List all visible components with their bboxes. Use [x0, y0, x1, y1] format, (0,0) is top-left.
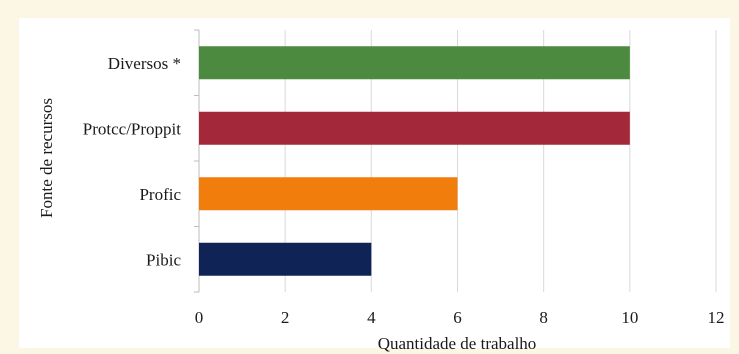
x-tick-label: 0	[195, 308, 204, 327]
bars	[199, 46, 630, 276]
y-tick-label: Profic	[139, 185, 181, 204]
x-tick-label: 8	[539, 308, 548, 327]
x-tick-labels: 0 2 4 6 8 10 12	[195, 308, 725, 327]
x-axis-title: Quantidade de trabalho	[378, 334, 537, 353]
bar	[199, 46, 630, 80]
y-tick-label: Diversos *	[108, 54, 181, 73]
x-tick-label: 2	[281, 308, 290, 327]
x-tick-label: 10	[621, 308, 638, 327]
bar	[199, 111, 630, 145]
y-tick-labels: Diversos * Protcc/Proppit Profic Pibic	[83, 54, 182, 270]
y-axis-title: Fonte de recursos	[37, 98, 56, 218]
bar	[199, 242, 372, 276]
x-tick-label: 4	[367, 308, 376, 327]
x-tick-label: 12	[708, 308, 725, 327]
bar	[199, 177, 458, 211]
x-tick-label: 6	[453, 308, 462, 327]
y-tick-label: Pibic	[146, 250, 181, 269]
y-tick-label: Protcc/Proppit	[83, 119, 181, 138]
